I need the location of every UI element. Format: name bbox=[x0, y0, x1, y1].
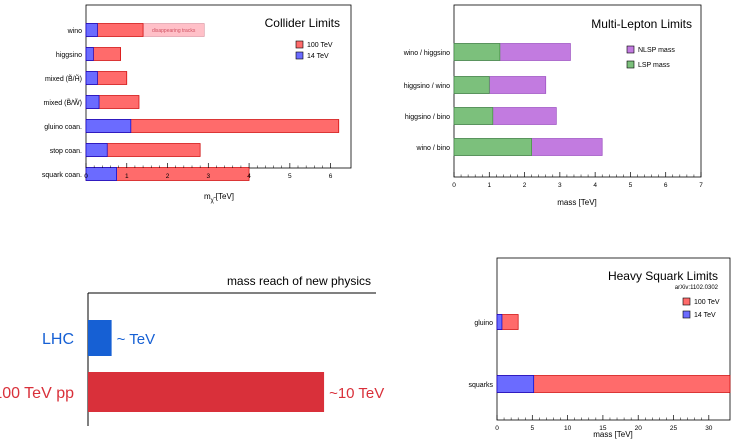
category-label-wino-bino: wino / bino bbox=[416, 145, 451, 152]
legend-100tev-label: 100 TeV bbox=[694, 299, 720, 306]
legend-14tev-label: 14 TeV bbox=[694, 312, 716, 319]
multi-lepton-tick-label: 6 bbox=[664, 182, 668, 189]
heavy-squark-legend: 100 TeV 14 TeV bbox=[682, 297, 720, 319]
bar-14tev-squark-coan bbox=[85, 167, 117, 181]
bar-14tev-squarks bbox=[496, 375, 535, 393]
legend-100tev-swatch bbox=[682, 297, 691, 306]
category-label-higgsino-bino: higgsino / bino bbox=[405, 114, 450, 121]
legend-100tev-label: 100 TeV bbox=[307, 42, 333, 49]
heavy-squark-limits-chart: Heavy Squark Limits arXiv:1102.0302 100 … bbox=[468, 257, 731, 439]
category-label-squark-coan: squark coan. bbox=[42, 172, 82, 179]
bar-14tev-mixed-b-w bbox=[85, 95, 100, 109]
category-label-squarks: squarks bbox=[468, 382, 493, 389]
heavy-squark-title: Heavy Squark Limits bbox=[608, 269, 718, 283]
multi-lepton-tick-label: 1 bbox=[487, 182, 491, 189]
category-label-lhc: LHC bbox=[42, 331, 74, 348]
legend-14tev-swatch bbox=[682, 310, 691, 319]
bar-14tev-mixed-b-h bbox=[85, 71, 98, 85]
heavy-squark-tick-label: 5 bbox=[530, 425, 534, 432]
collider-limits-tick-label: 4 bbox=[247, 173, 251, 180]
category-label-100-tev-pp: 100 TeV pp bbox=[0, 385, 74, 402]
category-label-higgsino-wino: higgsino / wino bbox=[404, 83, 450, 90]
bar-14tev-gluino-coan bbox=[85, 119, 132, 133]
heavy-squark-frame bbox=[496, 257, 731, 421]
collider-limits-xlabel-unit: [TeV] bbox=[216, 192, 234, 201]
collider-limits-tick-label: 3 bbox=[206, 173, 210, 180]
heavy-squark-tick-label: 10 bbox=[564, 425, 572, 432]
category-label-higgsino: higgsino bbox=[56, 52, 82, 59]
heavy-squark-tick-label: 20 bbox=[635, 425, 643, 432]
category-label-stop-coan: stop coan. bbox=[50, 148, 82, 155]
category-label-wino: wino bbox=[67, 28, 83, 35]
bar-lsp-wino-higgsino bbox=[453, 43, 501, 61]
category-label-wino-higgsino: wino / higgsino bbox=[403, 50, 450, 57]
heavy-squark-tick-label: 25 bbox=[670, 425, 678, 432]
category-label-mixed-b-h: mixed (B̃/H̃) bbox=[45, 75, 82, 83]
bar-lsp-higgsino-bino bbox=[453, 107, 494, 125]
bar-14tev-higgsino bbox=[85, 47, 94, 61]
bar-14tev-stop-coan bbox=[85, 143, 108, 157]
bar-lsp-wino-bino bbox=[453, 138, 532, 156]
collider-limits-legend: 100 TeV 14 TeV bbox=[295, 40, 333, 60]
bar-14tev-wino bbox=[85, 23, 98, 37]
bar-14tev-gluino bbox=[496, 314, 503, 330]
legend-nlsp-swatch bbox=[626, 45, 635, 54]
annotation-label: disappearing tracks bbox=[152, 28, 196, 34]
legend-14tev-swatch bbox=[295, 51, 304, 60]
multi-lepton-xlabel: mass [TeV] bbox=[557, 198, 597, 207]
heavy-squark-xlabel: mass [TeV] bbox=[593, 430, 633, 439]
bar-lsp-higgsino-wino bbox=[453, 76, 490, 94]
multi-lepton-tick-label: 7 bbox=[699, 182, 703, 189]
heavy-squark-subtitle: arXiv:1102.0302 bbox=[675, 285, 719, 291]
multi-lepton-tick-label: 0 bbox=[452, 182, 456, 189]
multi-lepton-tick-label: 5 bbox=[629, 182, 633, 189]
mass-reach-chart: mass reach of new physics LHC ~ TeV 100 Te… bbox=[0, 274, 384, 426]
collider-limits-tick-label: 6 bbox=[329, 173, 333, 180]
legend-100tev-swatch bbox=[295, 40, 304, 49]
multi-lepton-tick-label: 4 bbox=[593, 182, 597, 189]
mass-reach-title: mass reach of new physics bbox=[227, 274, 371, 288]
multi-lepton-tick-label: 3 bbox=[558, 182, 562, 189]
legend-nlsp-label: NLSP mass bbox=[638, 47, 675, 54]
collider-limits-tick-label: 5 bbox=[288, 173, 292, 180]
heavy-squark-tick-label: 30 bbox=[705, 425, 713, 432]
collider-limits-tick-label: 1 bbox=[125, 173, 129, 180]
collider-limits-chart: Collider Limits 100 TeV 14 TeV disappeari… bbox=[42, 4, 352, 204]
bar-lhc bbox=[88, 320, 112, 356]
category-label-mixed-b-w: mixed (B̃/W̃) bbox=[44, 99, 83, 107]
collider-limits-tick-label: 0 bbox=[84, 173, 88, 180]
category-label-gluino: gluino bbox=[474, 320, 493, 327]
multi-lepton-legend: NLSP mass LSP mass bbox=[626, 45, 675, 69]
category-label-gluino-coan: gluino coan. bbox=[44, 124, 82, 131]
legend-14tev-label: 14 TeV bbox=[307, 53, 329, 60]
legend-lsp-swatch bbox=[626, 60, 635, 69]
collider-limits-tick-label: 2 bbox=[166, 173, 170, 180]
value-label-lhc: ~ TeV bbox=[117, 331, 156, 348]
legend-lsp-label: LSP mass bbox=[638, 62, 670, 69]
multi-lepton-tick-label: 2 bbox=[523, 182, 527, 189]
value-label-100-tev-pp: ~10 TeV bbox=[329, 385, 384, 402]
multi-lepton-title: Multi-Lepton Limits bbox=[591, 17, 692, 31]
heavy-squark-tick-label: 0 bbox=[495, 425, 499, 432]
multi-lepton-limits-chart: Multi-Lepton Limits NLSP mass LSP mass wi… bbox=[403, 4, 703, 207]
collider-limits-xlabel: mχ̃ [TeV] bbox=[204, 192, 234, 204]
bar-100-tev-pp bbox=[88, 372, 325, 412]
collider-limits-xlabel-sub: χ̃ bbox=[211, 198, 217, 204]
collider-limits-title: Collider Limits bbox=[265, 16, 340, 30]
heavy-squark-tick-label: 15 bbox=[599, 425, 607, 432]
